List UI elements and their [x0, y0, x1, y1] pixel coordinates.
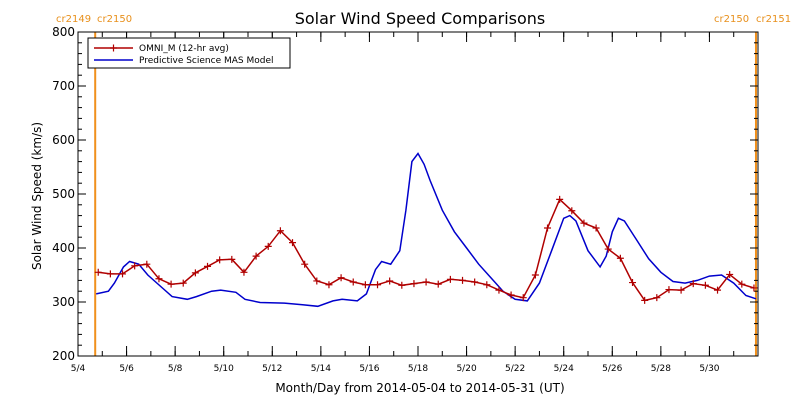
x-tick-label: 5/24 — [554, 364, 574, 374]
data-point-marker — [313, 277, 321, 285]
y-tick-label: 700 — [52, 79, 75, 93]
data-point-marker — [325, 281, 333, 289]
x-tick-label: 5/16 — [359, 364, 379, 374]
data-point-marker — [616, 254, 624, 262]
plot-frame — [77, 31, 759, 357]
data-point-marker — [143, 260, 151, 268]
data-point-marker — [556, 195, 564, 203]
data-point-marker — [264, 242, 272, 250]
data-point-marker — [106, 270, 114, 278]
chart-title: Solar Wind Speed Comparisons — [295, 9, 546, 28]
data-point-marker — [422, 278, 430, 286]
legend-marker — [110, 44, 117, 52]
cr-label-left: cr2149 — [56, 14, 91, 25]
data-point-marker — [276, 227, 284, 235]
x-tick-label: 5/14 — [311, 364, 331, 374]
data-point-marker — [750, 284, 758, 292]
data-point-marker — [507, 291, 515, 299]
data-point-marker — [471, 278, 479, 286]
y-tick-label: 800 — [52, 25, 75, 39]
data-point-marker — [386, 277, 394, 285]
x-tick-label: 5/20 — [456, 364, 476, 374]
y-tick-label: 400 — [52, 241, 75, 255]
data-point-marker — [568, 207, 576, 215]
data-point-marker — [653, 294, 661, 302]
x-tick-label: 5/22 — [505, 364, 525, 374]
data-point-marker — [374, 281, 382, 289]
x-tick-label: 5/6 — [119, 364, 134, 374]
legend-label: Predictive Science MAS Model — [139, 56, 274, 66]
data-point-marker — [629, 279, 637, 287]
data-point-marker — [459, 276, 467, 284]
series-layer — [94, 152, 758, 308]
legend-box — [87, 37, 291, 69]
data-point-marker — [483, 281, 491, 289]
y-axis-label: Solar Wind Speed (km/s) — [30, 122, 44, 270]
data-point-marker — [604, 245, 612, 253]
data-point-marker — [204, 262, 212, 270]
y-tick-label: 600 — [52, 133, 75, 147]
data-point-marker — [349, 278, 357, 286]
x-tick-label: 5/28 — [651, 364, 671, 374]
legend: OMNI_M (12-hr avg) Predictive Science MAS… — [87, 37, 291, 69]
data-point-marker — [155, 275, 163, 283]
data-point-marker — [446, 275, 454, 283]
data-point-marker — [665, 286, 673, 294]
data-point-marker — [726, 270, 734, 278]
data-point-marker — [398, 281, 406, 289]
data-point-marker — [641, 296, 649, 304]
data-point-marker — [592, 224, 600, 232]
data-point-marker — [701, 281, 709, 289]
x-tick-label: 5/12 — [262, 364, 282, 374]
legend-label: OMNI_M (12-hr avg) — [139, 44, 229, 54]
data-point-marker — [337, 274, 345, 282]
cr-label-left: cr2150 — [714, 14, 749, 25]
x-tick-label: 5/10 — [214, 364, 234, 374]
cr-label-right: cr2150 — [97, 14, 132, 25]
data-point-marker — [289, 239, 297, 247]
data-point-marker — [677, 286, 685, 294]
axis-ticks: 200 300 400 500 600 700 800 5/4 5/6 5/8 5/10 5/12 5/… — [52, 25, 759, 374]
y-tick-label: 200 — [52, 349, 75, 363]
data-point-marker — [228, 255, 236, 263]
data-point-marker — [544, 224, 552, 232]
data-point-marker — [434, 280, 442, 288]
data-point-marker — [240, 268, 248, 276]
x-axis-label: Month/Day from 2014-05-04 to 2014-05-31 … — [275, 381, 564, 395]
data-point-marker — [689, 280, 697, 288]
data-point-marker — [531, 271, 539, 279]
x-tick-label: 5/4 — [71, 364, 86, 374]
x-tick-label: 5/30 — [699, 364, 719, 374]
x-tick-label: 5/26 — [602, 364, 622, 374]
data-point-marker — [167, 280, 175, 288]
data-point-marker — [738, 280, 746, 288]
data-point-marker — [410, 280, 418, 288]
x-tick-label: 5/8 — [168, 364, 183, 374]
data-point-marker — [495, 286, 503, 294]
y-tick-label: 500 — [52, 187, 75, 201]
data-point-marker — [119, 270, 127, 278]
data-point-marker — [714, 286, 722, 294]
cr-label-right: cr2151 — [756, 14, 791, 25]
y-tick-label: 300 — [52, 295, 75, 309]
data-point-marker — [301, 260, 309, 268]
data-point-marker — [580, 219, 588, 227]
data-point-marker — [179, 279, 187, 287]
data-point-marker — [361, 281, 369, 289]
data-point-marker — [252, 252, 260, 260]
data-point-marker — [216, 256, 224, 264]
data-point-marker — [519, 294, 527, 302]
x-tick-label: 5/18 — [408, 364, 428, 374]
series-line — [96, 152, 757, 308]
data-point-marker — [131, 262, 139, 270]
data-point-marker — [94, 268, 102, 276]
data-point-marker — [191, 269, 199, 277]
